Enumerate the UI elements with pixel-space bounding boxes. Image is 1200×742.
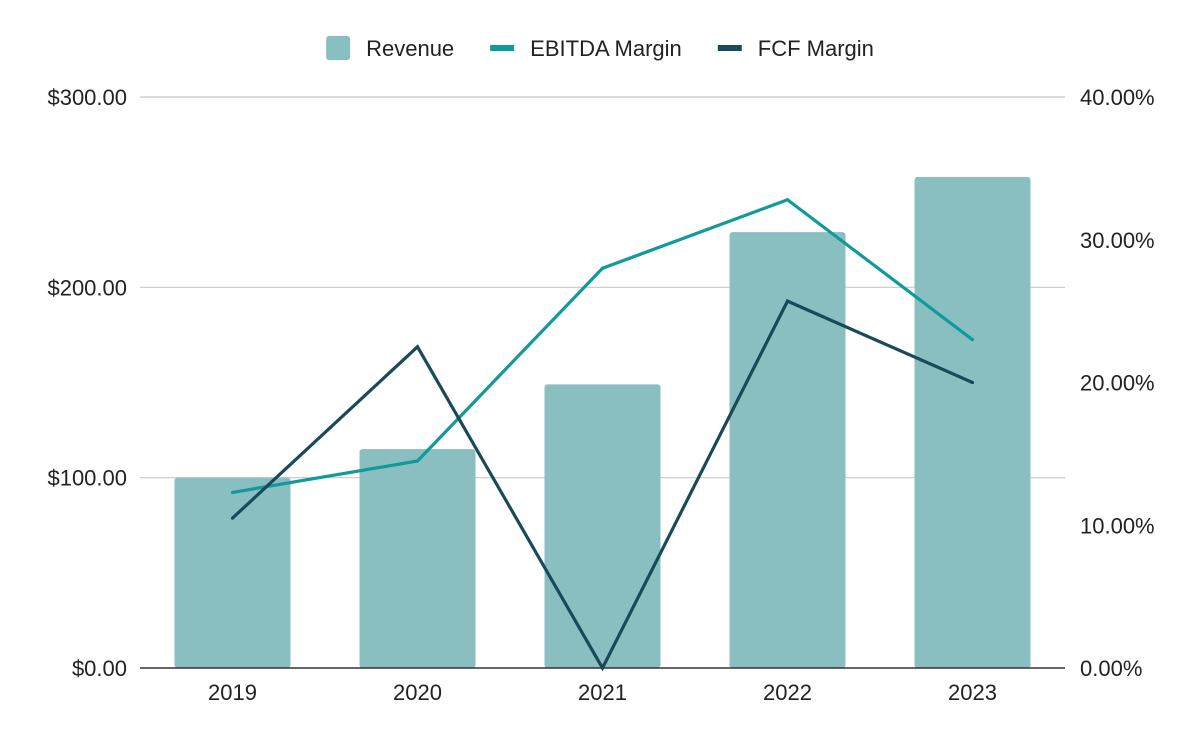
point-ebitda-margin-2023: [970, 338, 975, 342]
legend-item-fcf-margin: FCF Margin: [717, 36, 874, 61]
x-axis-ticks: 2019 2020 2021 2022 2023: [208, 680, 997, 705]
legend-label: Revenue: [366, 36, 454, 61]
point-fcf-margin-2021: [600, 666, 605, 670]
right-tick-label: 20.00%: [1080, 371, 1155, 396]
point-fcf-margin-2022: [785, 299, 790, 303]
bar-revenue-2019: [174, 477, 291, 668]
revenue-bars: [174, 176, 1031, 669]
left-tick-label: $200.00: [47, 275, 127, 300]
point-ebitda-margin-2021: [600, 266, 605, 270]
bar-revenue-2020: [359, 449, 476, 668]
point-ebitda-margin-2019: [230, 490, 235, 495]
right-tick-label: 30.00%: [1080, 228, 1155, 253]
right-tick-label: 10.00%: [1080, 513, 1155, 538]
left-tick-label: $300.00: [47, 85, 127, 110]
legend-swatch: [490, 45, 515, 51]
point-fcf-margin-2023: [970, 380, 975, 385]
point-ebitda-margin-2020: [415, 459, 420, 463]
point-ebitda-margin-2022: [785, 198, 790, 202]
right-tick-label: 40.00%: [1080, 85, 1155, 110]
bar-revenue-2023: [914, 176, 1031, 668]
chart-legend: Revenue EBITDA Margin FCF Margin: [326, 36, 874, 61]
left-tick-label: $0.00: [72, 656, 127, 681]
x-tick-label: 2020: [393, 680, 442, 705]
bar-revenue-2022: [729, 232, 846, 669]
legend-label: EBITDA Margin: [530, 36, 682, 61]
x-tick-label: 2021: [578, 680, 627, 705]
x-tick-label: 2022: [763, 680, 812, 705]
right-tick-label: 0.00%: [1080, 656, 1142, 681]
right-axis-ticks: 0.00% 10.00% 20.00% 30.00% 40.00%: [1080, 85, 1155, 681]
x-tick-label: 2023: [948, 680, 997, 705]
point-fcf-margin-2019: [230, 516, 235, 520]
legend-label: FCF Margin: [758, 36, 874, 61]
point-fcf-margin-2020: [415, 345, 420, 349]
left-tick-label: $100.00: [47, 466, 127, 491]
x-tick-label: 2019: [208, 680, 257, 705]
margin-lines: [230, 197, 975, 672]
legend-swatch: [326, 36, 351, 60]
legend-item-ebitda-margin: EBITDA Margin: [490, 36, 682, 61]
legend-item-revenue: Revenue: [326, 36, 454, 61]
left-axis-ticks: $0.00 $100.00 $200.00 $300.00: [47, 85, 127, 681]
legend-swatch: [717, 45, 742, 51]
bar-revenue-2021: [544, 384, 661, 668]
